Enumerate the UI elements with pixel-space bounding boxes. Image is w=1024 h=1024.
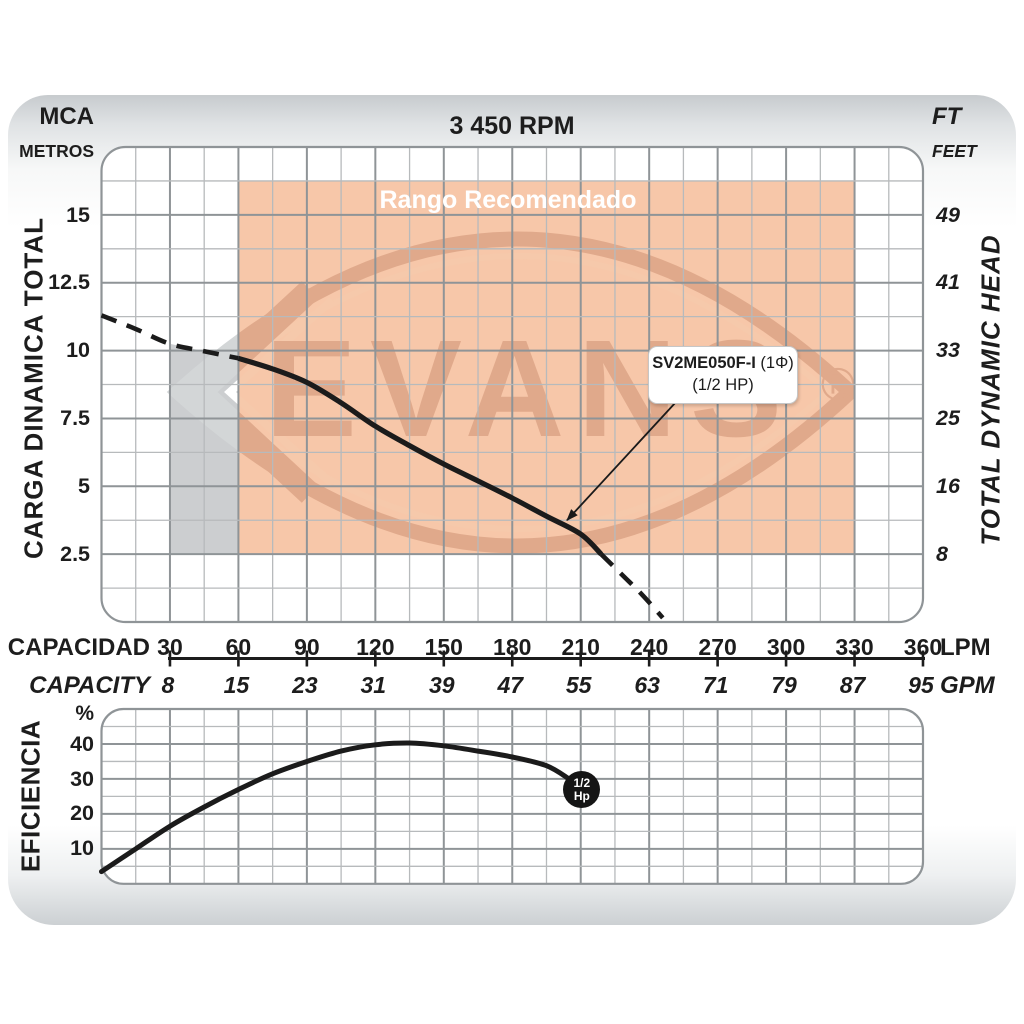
lpm-tick-30: 30 <box>157 634 183 660</box>
annotation-arrow <box>566 401 677 521</box>
head-curve-segment-dashed-2 <box>599 552 665 620</box>
lpm-tick-180: 180 <box>493 634 532 660</box>
lpm-tick-300: 300 <box>766 634 806 660</box>
right-axis-tick-33: 33 <box>936 338 960 363</box>
gpm-unit-label: GPM <box>940 672 995 699</box>
left-axis-title: CARGA DINAMICA TOTAL <box>18 216 49 560</box>
gpm-tick-95: 95 <box>908 672 934 698</box>
head-curve-segment-solid-1 <box>237 355 604 557</box>
capacity-label-es: CAPACIDAD <box>7 634 150 661</box>
main-grid-lines <box>101 147 923 622</box>
left-axis-unit-metros: METROS <box>19 141 94 161</box>
efficiency-axis-title: EFICIENCIA <box>15 719 46 873</box>
lpm-tick-90: 90 <box>294 634 320 660</box>
half-hp-badge: 1/2 Hp <box>563 771 601 809</box>
left-axis-tick-7.5: 7.5 <box>60 406 90 431</box>
capacity-label-en: CAPACITY <box>29 672 150 699</box>
gpm-tick-31: 31 <box>360 672 387 698</box>
efficiency-tick-20: 20 <box>70 801 94 826</box>
lpm-tick-120: 120 <box>356 634 395 660</box>
lpm-unit-label: LPM <box>940 634 991 661</box>
lpm-tick-210: 210 <box>561 634 600 660</box>
efficiency-tick-10: 10 <box>70 836 94 861</box>
pump-model-line1: SV2ME050F-I (1Φ) <box>649 352 797 374</box>
gpm-tick-15: 15 <box>223 672 250 698</box>
pump-model-power: (1/2 HP) <box>692 376 754 395</box>
efficiency-grid-lines <box>101 709 923 884</box>
lpm-tick-60: 60 <box>225 634 252 660</box>
pump-model-code: SV2ME050F-I <box>652 354 756 372</box>
lpm-tick-330: 330 <box>835 634 874 660</box>
right-axis-unit-feet: FEET <box>932 141 977 161</box>
gpm-tick-87: 87 <box>839 672 866 698</box>
half-hp-badge-line2: Hp <box>573 788 590 803</box>
gpm-tick-55: 55 <box>565 672 592 698</box>
lpm-tick-270: 270 <box>698 634 737 660</box>
left-axis-unit-mca: MCA <box>39 103 94 130</box>
efficiency-tick-40: 40 <box>70 731 94 756</box>
gpm-tick-79: 79 <box>771 672 797 698</box>
gpm-tick-71: 71 <box>702 672 729 698</box>
right-axis-unit-ft: FT <box>932 103 962 130</box>
left-axis-tick-15: 15 <box>66 202 90 227</box>
speed-title: 3 450 RPM <box>449 112 575 140</box>
left-axis-tick-10: 10 <box>66 338 90 363</box>
gpm-tick-8: 8 <box>161 672 175 698</box>
gpm-tick-63: 63 <box>634 672 660 698</box>
gpm-tick-39: 39 <box>428 672 455 698</box>
efficiency-tick-30: 30 <box>70 766 94 791</box>
gpm-tick-23: 23 <box>292 672 318 698</box>
lpm-tick-360: 360 <box>903 634 943 660</box>
right-axis-tick-25: 25 <box>936 406 960 431</box>
right-axis-tick-41: 41 <box>936 270 960 295</box>
pump-model-phase: (1Φ) <box>755 354 794 372</box>
right-axis-tick-8: 8 <box>936 541 948 566</box>
left-axis-tick-12.5: 12.5 <box>48 270 90 295</box>
right-axis-tick-49: 49 <box>936 202 960 227</box>
efficiency-percent-sign: % <box>75 702 94 725</box>
head-curve-segment-dashed-0 <box>100 313 239 361</box>
left-axis-tick-5: 5 <box>78 473 90 498</box>
gpm-tick-47: 47 <box>497 672 524 698</box>
right-axis-tick-16: 16 <box>936 473 960 498</box>
efficiency-curve <box>99 740 572 875</box>
pump-model-annotation: SV2ME050F-I (1Φ) (1/2 HP) <box>648 346 798 404</box>
lpm-tick-240: 240 <box>629 634 669 660</box>
half-hp-badge-line1: 1/2 <box>573 776 591 791</box>
recommended-range-label: Rango Recomendado <box>379 186 637 214</box>
left-axis-tick-2.5: 2.5 <box>60 541 90 566</box>
lpm-tick-150: 150 <box>424 634 463 660</box>
